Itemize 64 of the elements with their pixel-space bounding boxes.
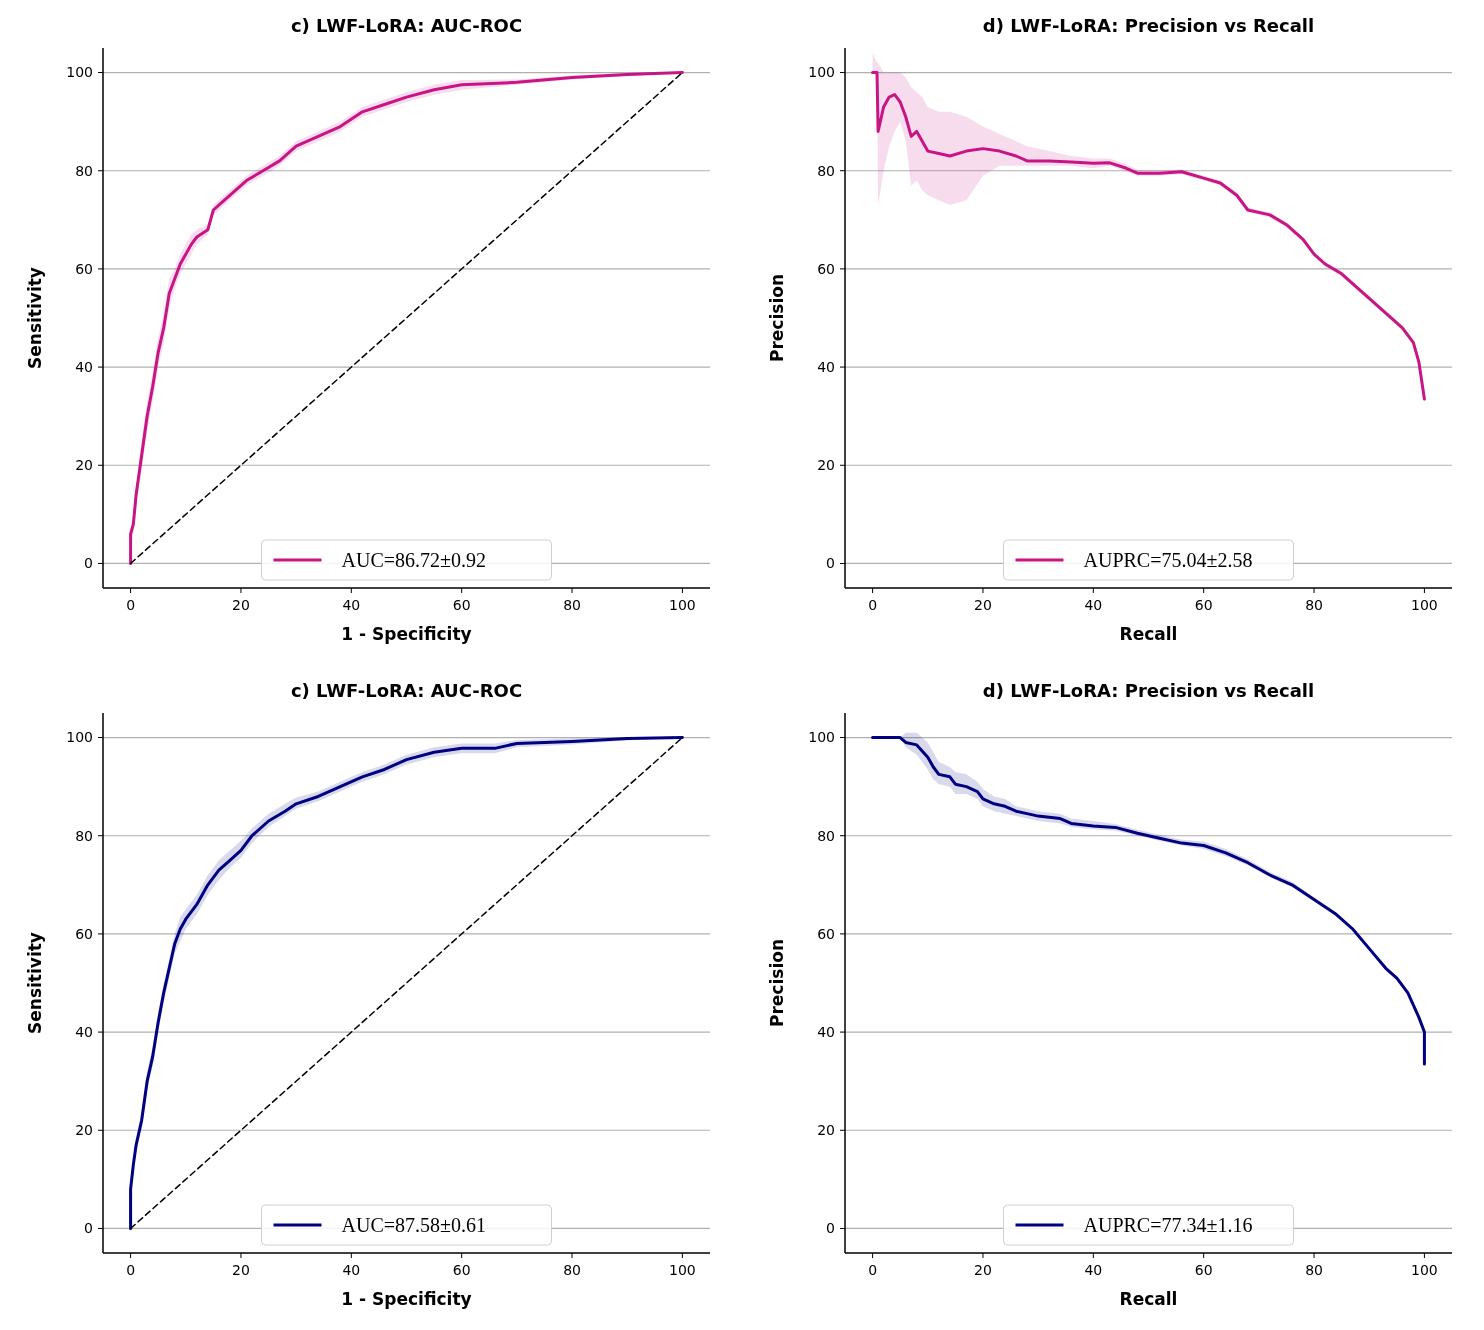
x-tick-label: 100 <box>669 1262 696 1278</box>
x-tick-label: 80 <box>1305 1262 1323 1278</box>
x-tick-label: 100 <box>669 597 696 613</box>
x-tick-label: 80 <box>563 1262 581 1278</box>
y-tick-label: 80 <box>75 162 93 179</box>
y-tick-label: 100 <box>66 64 93 81</box>
x-tick-label: 0 <box>868 1262 878 1278</box>
y-tick-label: 40 <box>75 1023 93 1040</box>
y-tick-label: 60 <box>75 925 93 942</box>
y-tick-label: 20 <box>817 457 835 474</box>
x-tick-label: 40 <box>342 597 361 613</box>
chart-title: c) LWF-LoRA: AUC-ROC <box>290 15 523 36</box>
y-tick-label: 80 <box>817 162 835 179</box>
y-tick-label: 100 <box>808 729 835 746</box>
y-axis-title: Sensitivity <box>25 267 45 369</box>
legend-label: AUC=87.58±0.61 <box>341 1214 486 1236</box>
y-tick-label: 20 <box>75 1122 93 1139</box>
y-tick-label: 60 <box>75 260 93 277</box>
x-tick-label: 60 <box>1194 597 1213 613</box>
x-tick-label: 20 <box>974 1262 992 1278</box>
x-tick-label: 40 <box>1084 597 1103 613</box>
y-tick-label: 80 <box>817 827 835 844</box>
y-tick-label: 0 <box>84 1220 93 1237</box>
x-tick-label: 100 <box>1411 597 1438 613</box>
y-axis-title: Precision <box>767 273 787 363</box>
x-axis-title: Recall <box>1119 1289 1178 1309</box>
legend-label: AUPRC=77.34±1.16 <box>1083 1214 1253 1236</box>
x-tick-label: 20 <box>232 597 250 613</box>
y-tick-label: 60 <box>817 925 835 942</box>
x-tick-label: 20 <box>232 1262 250 1278</box>
chart-title: d) LWF-LoRA: Precision vs Recall <box>982 15 1315 36</box>
x-axis-title: Recall <box>1119 624 1178 644</box>
chart-title: d) LWF-LoRA: Precision vs Recall <box>982 680 1315 701</box>
legend-label: AUC=86.72±0.92 <box>341 549 486 571</box>
y-axis-title: Precision <box>767 938 787 1028</box>
y-tick-label: 0 <box>826 1220 835 1237</box>
x-axis-title: 1 - Specificity <box>341 624 472 644</box>
y-tick-label: 20 <box>75 457 93 474</box>
chart-title: c) LWF-LoRA: AUC-ROC <box>290 680 523 701</box>
x-tick-label: 80 <box>563 597 581 613</box>
y-tick-label: 40 <box>75 358 93 375</box>
y-tick-label: 80 <box>75 827 93 844</box>
y-tick-label: 20 <box>817 1122 835 1139</box>
y-tick-label: 0 <box>826 555 835 572</box>
x-tick-label: 40 <box>1084 1262 1103 1278</box>
x-tick-label: 0 <box>868 597 878 613</box>
y-tick-label: 40 <box>817 1023 835 1040</box>
y-tick-label: 0 <box>84 555 93 572</box>
x-tick-label: 60 <box>452 1262 471 1278</box>
x-axis-title: 1 - Specificity <box>341 1289 472 1309</box>
x-tick-label: 100 <box>1411 1262 1438 1278</box>
y-tick-label: 100 <box>808 64 835 81</box>
x-tick-label: 80 <box>1305 597 1323 613</box>
legend-label: AUPRC=75.04±2.58 <box>1083 549 1253 571</box>
x-tick-label: 60 <box>1194 1262 1213 1278</box>
y-tick-label: 100 <box>66 729 93 746</box>
x-tick-label: 0 <box>126 1262 136 1278</box>
y-tick-label: 40 <box>817 358 835 375</box>
y-tick-label: 60 <box>817 260 835 277</box>
x-tick-label: 0 <box>126 597 136 613</box>
x-tick-label: 40 <box>342 1262 361 1278</box>
x-tick-label: 20 <box>974 597 992 613</box>
x-tick-label: 60 <box>452 597 471 613</box>
y-axis-title: Sensitivity <box>25 932 45 1034</box>
